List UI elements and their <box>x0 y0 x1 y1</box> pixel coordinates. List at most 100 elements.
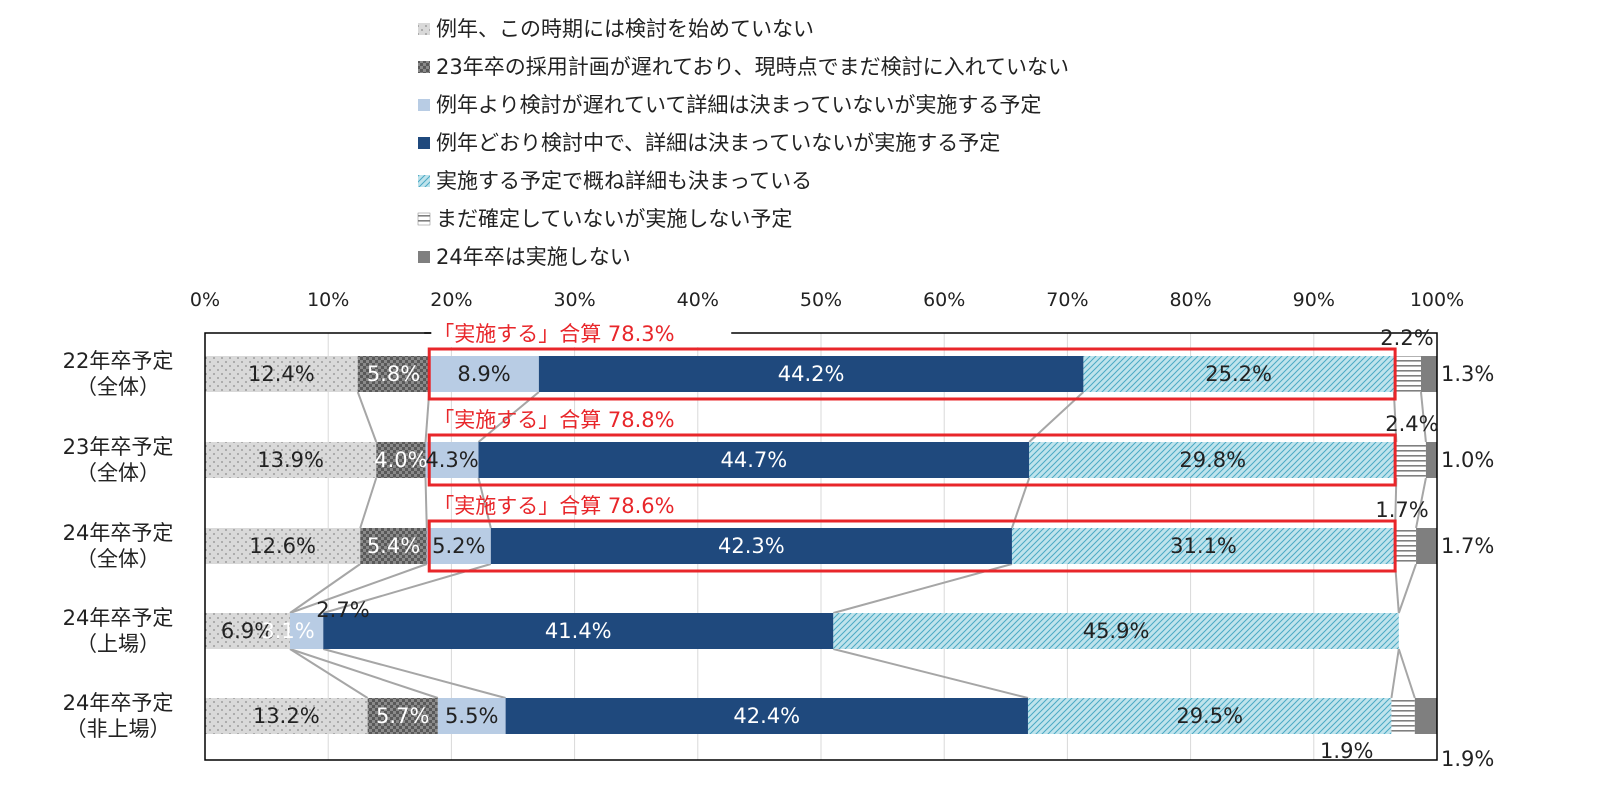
bar-segment <box>538 356 1084 392</box>
bar-value-label: 2.4% <box>1385 412 1438 436</box>
legend-swatch <box>418 61 430 73</box>
bar-segment <box>357 356 430 392</box>
category-label: 23年卒予定 <box>63 435 174 459</box>
annotations: 「実施する」合算 78.3% 「実施する」合算 78.8% 「実施する」合算 78.… <box>424 321 1397 573</box>
bar-segment <box>376 442 426 478</box>
x-tick-label: 20% <box>430 289 472 311</box>
bar-value-label: 4.3% <box>425 448 478 472</box>
x-tick-label: 40% <box>677 289 719 311</box>
bar-segment <box>205 528 361 564</box>
bar-value-label: 5.2% <box>432 534 485 558</box>
connector-line <box>833 648 1029 699</box>
legend-swatch <box>418 23 430 35</box>
legend-label: まだ確定していないが実施しない予定 <box>436 207 792 231</box>
bar-segment <box>290 613 324 649</box>
connector-line <box>356 391 378 443</box>
legend-label: 実施する予定で概ね詳細も決まっている <box>436 169 812 193</box>
connector-line <box>359 477 378 529</box>
connector-line <box>1397 563 1417 614</box>
legend: 例年、この時期には検討を始めていない 23年卒の採用計画が遅れており、現時点でまだ… <box>417 17 1069 269</box>
bar-value-label: 2.2% <box>1380 326 1433 350</box>
bar-segment <box>505 698 1028 734</box>
bar-segment <box>429 356 539 392</box>
connector-line <box>289 648 369 699</box>
bar-segment <box>1425 442 1437 478</box>
bar-segment <box>425 442 479 478</box>
bar-value-label: 13.9% <box>257 448 324 472</box>
x-tick-label: 10% <box>307 289 349 311</box>
legend-swatch <box>418 137 430 149</box>
bar-value-label: 5.4% <box>367 534 420 558</box>
bar-value-label: 4.0% <box>374 448 427 472</box>
x-tick-label: 50% <box>800 289 842 311</box>
bar-value-label: 3.1% <box>261 619 314 643</box>
bar-value-label: 29.5% <box>1176 704 1243 728</box>
bar-value-label: 5.5% <box>445 704 498 728</box>
bar-segment <box>437 698 506 734</box>
category-label: （全体） <box>76 547 160 571</box>
connector-line <box>424 477 428 529</box>
legend-label: 例年、この時期には検討を始めていない <box>436 17 814 41</box>
bar-value-label: 1.7% <box>1375 498 1428 522</box>
bar-segment <box>323 613 834 649</box>
x-tick-label: 30% <box>553 289 595 311</box>
bar-segment <box>205 613 291 649</box>
category-label: （上場） <box>76 632 160 656</box>
bar-segment <box>1396 442 1426 478</box>
bar-segment <box>205 442 377 478</box>
legend-label: 24年卒は実施しない <box>436 245 631 269</box>
legend-swatch <box>418 175 430 187</box>
bar-segment <box>1420 356 1437 392</box>
bar-segment <box>1395 528 1417 564</box>
bar-segment <box>205 698 368 734</box>
bar-segment <box>833 613 1399 649</box>
category-label: （全体） <box>76 375 160 399</box>
bar-segment <box>360 528 427 564</box>
annotation-box <box>427 433 1397 487</box>
bar-value-label: 5.8% <box>367 362 420 386</box>
bar-value-label: 1.7% <box>1441 534 1494 558</box>
x-tick-label: 90% <box>1293 289 1335 311</box>
bar-segment <box>367 698 438 734</box>
bar-segment <box>1029 442 1397 478</box>
bar-value-label: 42.3% <box>718 534 785 558</box>
plot-border <box>204 332 1438 761</box>
category-label: 22年卒予定 <box>63 349 174 373</box>
x-tick-label: 100% <box>1410 289 1464 311</box>
bar-segment <box>478 442 1030 478</box>
bar-value-label: 29.8% <box>1179 448 1246 472</box>
category-label: 24年卒予定 <box>63 606 174 630</box>
bar-segment <box>490 528 1012 564</box>
legend-label: 例年より検討が遅れていて詳細は決まっていないが実施する予定 <box>436 93 1041 117</box>
bar-segment <box>1083 356 1394 392</box>
x-tick-label: 70% <box>1046 289 1088 311</box>
bar-value-label: 1.9% <box>1441 747 1494 771</box>
bar-segment <box>1011 528 1396 564</box>
connector-line <box>289 563 428 614</box>
annotation-label: 「実施する」合算 78.3% <box>433 322 674 346</box>
bar-value-label: 45.9% <box>1083 619 1150 643</box>
bar-segment <box>1027 698 1392 734</box>
bar-value-label: 31.1% <box>1170 534 1237 558</box>
bar-value-label: 13.2% <box>253 704 320 728</box>
bar-value-label: 12.6% <box>249 534 316 558</box>
bar-value-label: 42.4% <box>733 704 800 728</box>
annotation-label: 「実施する」合算 78.8% <box>433 408 674 432</box>
bar-value-label: 12.4% <box>248 362 315 386</box>
x-tick-label: 80% <box>1169 289 1211 311</box>
labels: 0% 10% 20% 30% 40% 50% 60% 70% 80% 90% 100%22年卒予定（… <box>63 289 1495 771</box>
bar-value-label: 1.3% <box>1441 362 1494 386</box>
bar-value-label: 44.2% <box>778 362 845 386</box>
bar-value-label: 2.7% <box>316 598 369 622</box>
bars <box>205 356 1437 734</box>
bar-value-label: 6.9% <box>221 619 274 643</box>
legend-swatch <box>418 251 430 263</box>
legend-swatch <box>418 99 430 111</box>
bar-segment <box>1414 698 1437 734</box>
plot-frame <box>204 332 1438 761</box>
category-label: 24年卒予定 <box>63 521 174 545</box>
connector-line <box>1419 391 1427 443</box>
bar-value-label: 41.4% <box>545 619 612 643</box>
bar-value-label: 25.2% <box>1205 362 1272 386</box>
connector-line <box>1390 648 1400 699</box>
